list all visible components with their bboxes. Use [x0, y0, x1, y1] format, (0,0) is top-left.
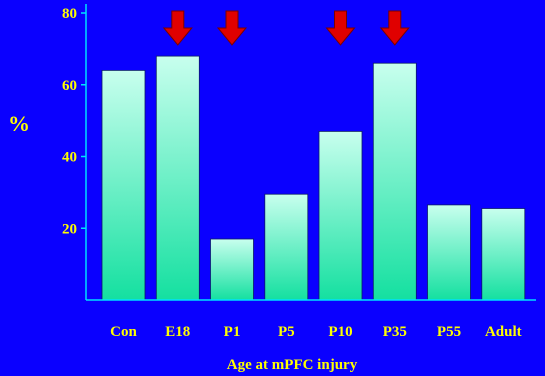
x-axis: Con E18 P1 P5 P10 P35 P55 Adult	[86, 299, 536, 340]
bar-adult	[481, 208, 526, 301]
y-tick-label: 20	[62, 221, 77, 237]
x-tick-label: Adult	[485, 324, 522, 340]
x-tick-label: Con	[110, 324, 137, 340]
y-tick-label: 60	[62, 78, 77, 94]
bar-e18	[155, 55, 200, 301]
y-tick-label: 40	[62, 150, 77, 166]
bar-con	[101, 70, 146, 301]
x-tick-label: P5	[278, 324, 295, 340]
bar-p1	[210, 238, 254, 301]
down-arrow-icon	[325, 10, 356, 46]
down-arrow-icon	[379, 10, 410, 46]
down-arrow-icon	[162, 10, 193, 46]
bar-p10	[318, 130, 363, 301]
x-tick-label: E18	[165, 324, 190, 340]
y-tick-label: 80	[62, 6, 77, 22]
y-axis: 20 40 60 80	[62, 4, 87, 300]
bar-p35	[372, 62, 417, 301]
down-arrow-icon	[216, 10, 248, 46]
x-axis-title: Age at mPFC injury	[227, 357, 358, 373]
x-tick-label: P1	[224, 324, 241, 340]
bars	[101, 55, 526, 301]
x-tick-label: P35	[383, 324, 407, 340]
markers	[162, 10, 410, 46]
bar-p55	[427, 204, 471, 301]
x-tick-label: P55	[437, 324, 461, 340]
x-tick-label: P10	[328, 324, 352, 340]
bar-p5	[264, 193, 309, 301]
y-axis-title: %	[8, 111, 30, 136]
